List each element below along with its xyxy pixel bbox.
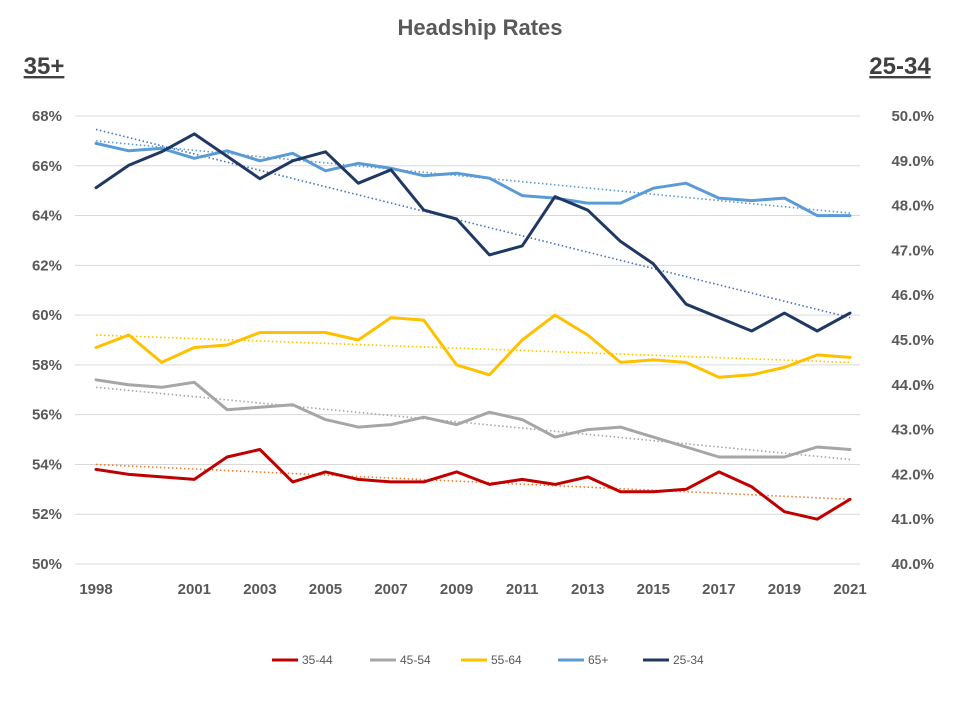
- right-tick-label: 42.0%: [891, 466, 934, 483]
- legend: 35-44 45-54 55-64 65+ 25-34: [272, 653, 704, 667]
- series-lines: [94, 132, 852, 521]
- legend-label: 65+: [588, 653, 608, 667]
- left-tick-label: 60%: [32, 307, 62, 324]
- left-axis-title: 35+: [24, 53, 65, 80]
- trendline-45-54: [95, 386, 851, 461]
- right-tick-label: 47.0%: [891, 242, 934, 259]
- x-tick-label: 2015: [637, 581, 670, 598]
- x-axis-ticks: 1998 2001 2003 2005 2007 2009 2011 2013 2015 2017…: [79, 581, 866, 598]
- series-line-35-44: [94, 448, 852, 521]
- x-tick-label: 1998: [79, 581, 112, 598]
- right-axis-title: 25-34: [869, 53, 931, 80]
- legend-label: 55-64: [491, 653, 522, 667]
- x-tick-label: 2009: [440, 581, 473, 598]
- x-tick-label: 2013: [571, 581, 604, 598]
- right-tick-label: 50.0%: [891, 108, 934, 125]
- left-tick-label: 52%: [32, 506, 62, 523]
- left-axis-ticks: 50% 52% 54% 56% 58% 60% 62% 64% 66% 68%: [32, 108, 62, 573]
- trendline-35-44: [95, 463, 851, 501]
- legend-label: 35-44: [302, 653, 333, 667]
- legend-label: 25-34: [673, 653, 704, 667]
- x-tick-label: 2001: [178, 581, 211, 598]
- gridlines: [75, 115, 860, 565]
- chart-title: Headship Rates: [397, 15, 562, 40]
- series-line-55-64: [94, 313, 852, 379]
- series-line-65+: [94, 141, 852, 218]
- legend-label: 45-54: [400, 653, 431, 667]
- right-tick-label: 40.0%: [891, 556, 934, 573]
- right-tick-label: 49.0%: [891, 153, 934, 170]
- right-tick-label: 41.0%: [891, 511, 934, 528]
- series-line-25-34: [94, 132, 852, 333]
- x-tick-label: 2019: [768, 581, 801, 598]
- left-tick-label: 64%: [32, 208, 62, 225]
- trendline-55-64: [95, 334, 851, 364]
- right-tick-label: 46.0%: [891, 287, 934, 304]
- x-tick-label: 2017: [702, 581, 735, 598]
- right-tick-label: 45.0%: [891, 332, 934, 349]
- x-tick-label: 2011: [506, 581, 539, 598]
- x-tick-label: 2003: [243, 581, 276, 598]
- left-tick-label: 66%: [32, 158, 62, 175]
- left-tick-label: 56%: [32, 407, 62, 424]
- x-tick-label: 2021: [833, 581, 866, 598]
- trendlines: [95, 128, 851, 501]
- right-axis-ticks: 40.0% 41.0% 42.0% 43.0% 44.0% 45.0% 46.0% 47.0%…: [891, 108, 934, 573]
- left-tick-label: 62%: [32, 257, 62, 274]
- x-tick-label: 2007: [374, 581, 407, 598]
- right-tick-label: 44.0%: [891, 377, 934, 394]
- right-tick-label: 48.0%: [891, 198, 934, 215]
- x-tick-label: 2005: [309, 581, 342, 598]
- right-tick-label: 43.0%: [891, 422, 934, 439]
- trendline-25-34: [95, 128, 851, 319]
- left-tick-label: 54%: [32, 456, 62, 473]
- left-tick-label: 58%: [32, 357, 62, 374]
- left-tick-label: 68%: [32, 108, 62, 125]
- series-line-45-54: [94, 378, 852, 459]
- left-tick-label: 50%: [32, 556, 62, 573]
